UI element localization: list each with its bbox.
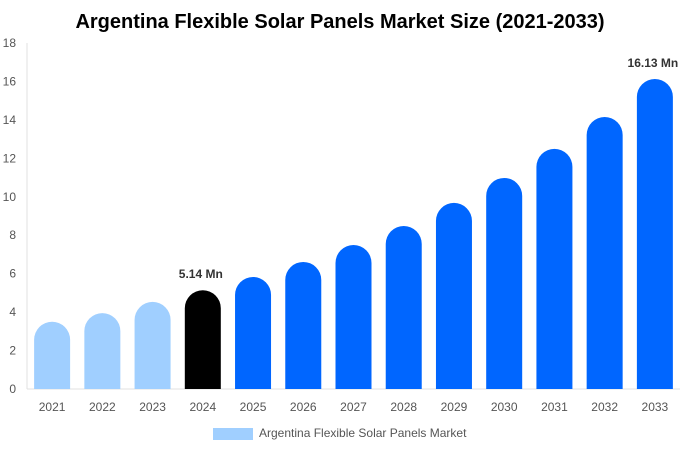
y-tick-label: 2 [9,344,16,358]
x-tick-label: 2025 [240,400,267,414]
x-tick-label: 2033 [642,400,669,414]
bar-2033 [636,78,673,389]
bar-2031 [536,148,573,389]
bar-2024 [184,290,221,389]
x-tick-label: 2030 [491,400,518,414]
y-tick-label: 12 [3,151,17,165]
bar-2022 [84,313,121,389]
bar-2021 [34,321,71,389]
x-tick-label: 2027 [340,400,367,414]
x-tick-label: 2024 [189,400,216,414]
y-tick-label: 14 [3,113,17,127]
bar-2023 [134,301,171,389]
y-tick-label: 8 [9,228,16,242]
y-tick-label: 6 [9,267,16,281]
y-tick-label: 10 [3,190,17,204]
x-tick-label: 2026 [290,400,317,414]
legend-label: Argentina Flexible Solar Panels Market [259,426,467,440]
bar-2028 [385,225,422,389]
y-tick-label: 4 [9,305,16,319]
y-tick-label: 16 [3,74,17,88]
bar-2029 [435,202,472,389]
bar-2027 [335,245,372,389]
legend-swatch [213,428,253,440]
data-label: 5.14 Mn [179,267,223,281]
chart-title: Argentina Flexible Solar Panels Market S… [75,11,604,33]
x-tick-label: 2032 [591,400,618,414]
data-label: 16.13 Mn [628,56,679,70]
x-tick-label: 2021 [39,400,66,414]
x-tick-label: 2028 [390,400,417,414]
y-tick-label: 18 [3,36,17,50]
legend: Argentina Flexible Solar Panels Market [213,426,467,440]
y-tick-label: 0 [9,382,16,396]
bar-2030 [486,177,523,389]
x-tick-label: 2029 [441,400,468,414]
bar-2032 [586,117,623,389]
bar-2026 [285,261,322,389]
bar-2025 [235,276,272,389]
x-tick-label: 2023 [139,400,166,414]
x-tick-label: 2031 [541,400,568,414]
x-tick-label: 2022 [89,400,116,414]
